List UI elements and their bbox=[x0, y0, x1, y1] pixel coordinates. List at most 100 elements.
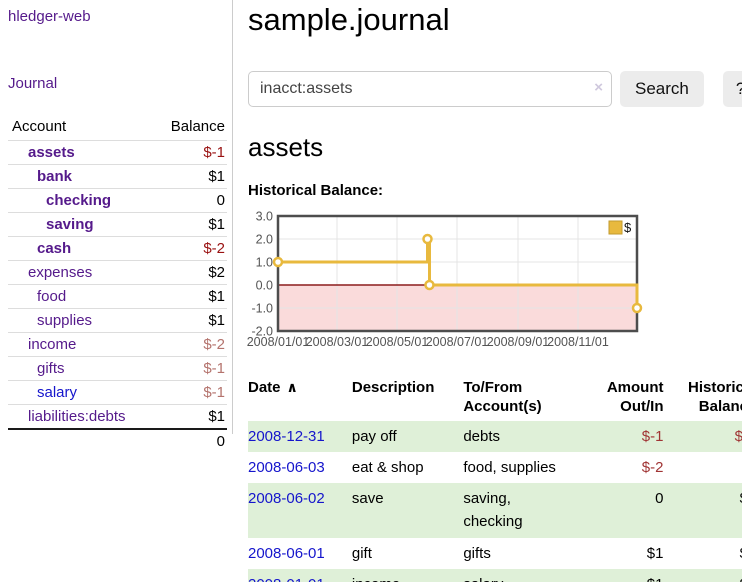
help-button[interactable]: ? bbox=[722, 71, 742, 107]
account-balance: $1 bbox=[152, 164, 227, 189]
account-row: expenses $2 bbox=[8, 260, 227, 285]
transaction-description: save bbox=[351, 490, 384, 507]
x-tick-label: 2008/03/01 bbox=[306, 335, 369, 349]
transaction-balance: $2 bbox=[665, 483, 742, 538]
account-link-salary[interactable]: salary bbox=[37, 384, 78, 401]
x-tick-label: 2008/09/01 bbox=[487, 335, 550, 349]
sidebar: hledger-web Journal Account Balance asse… bbox=[0, 0, 233, 582]
account-link-saving[interactable]: saving bbox=[46, 216, 94, 233]
sidebar-item-journal[interactable]: Journal bbox=[8, 75, 58, 92]
account-link-cash[interactable]: cash bbox=[37, 240, 72, 257]
account-link-expenses[interactable]: expenses bbox=[28, 264, 93, 281]
account-link-gifts[interactable]: gifts bbox=[37, 360, 65, 377]
transaction-accounts: saving, checking bbox=[463, 490, 523, 531]
register-header-row: Date ∧ Description To/From Account(s) Amount O… bbox=[248, 377, 742, 421]
register-col-description[interactable]: Description bbox=[352, 377, 463, 421]
data-point-marker bbox=[631, 302, 643, 314]
account-balance: $1 bbox=[152, 284, 227, 309]
account-balance: $-2 bbox=[152, 236, 227, 261]
register-table-body: 2008-12-31 pay off debts $-1 $-1 2008-06-03 ea… bbox=[248, 420, 742, 582]
historical-balance-chart[interactable]: 2008/01/01 2008/03/01 2008/05/01 2008/07/01… bbox=[247, 210, 742, 360]
col-label: Description bbox=[351, 379, 435, 396]
account-link-food[interactable]: food bbox=[37, 288, 67, 305]
y-tick-label: 2.0 bbox=[256, 233, 273, 247]
transaction-description: gift bbox=[351, 544, 372, 562]
account-balance: $1 bbox=[152, 212, 227, 237]
brand-link[interactable]: hledger-web bbox=[8, 8, 91, 25]
sort-asc-icon: ∧ bbox=[286, 379, 298, 395]
account-row: liabilities:debts $1 bbox=[8, 404, 227, 429]
data-point-marker bbox=[272, 256, 284, 268]
transaction-accounts: debts bbox=[463, 427, 501, 445]
register-col-amount[interactable]: Amount Out/In bbox=[588, 377, 665, 421]
register-table: Date ∧ Description To/From Account(s) Amount O… bbox=[248, 377, 742, 582]
x-tick-label: 2008/01/01 bbox=[247, 335, 310, 349]
x-tick-label: 2008/07/01 bbox=[426, 335, 489, 349]
chart-canvas[interactable]: 2008/01/012008/03/012008/05/012008/07/01… bbox=[247, 210, 742, 360]
transaction-description: pay off bbox=[351, 427, 397, 445]
account-row: bank $1 bbox=[8, 164, 227, 189]
chart-title: Historical Balance: bbox=[248, 182, 384, 199]
plot-border bbox=[276, 214, 639, 333]
account-balance: $-1 bbox=[152, 380, 227, 405]
accounts-total-value: 0 bbox=[152, 428, 227, 453]
legend-label: $ bbox=[624, 220, 632, 235]
account-link-income[interactable]: income bbox=[28, 336, 77, 353]
y-tick-label: -2.0 bbox=[251, 325, 273, 339]
account-balance: $1 bbox=[152, 404, 227, 429]
transaction-date-link[interactable]: 2008-12-31 bbox=[248, 427, 325, 445]
balance-col-header: Balance bbox=[170, 118, 225, 135]
transaction-amount: $1 bbox=[588, 569, 665, 582]
account-link-supplies[interactable]: supplies bbox=[37, 312, 93, 329]
col-label: Date bbox=[248, 379, 281, 396]
data-point-marker bbox=[422, 233, 433, 245]
account-balance: $-1 bbox=[152, 356, 227, 381]
transaction-row: 2008-06-01 gift gifts $1$2 bbox=[248, 538, 742, 569]
transaction-date-link[interactable]: 2008-06-02 bbox=[248, 490, 325, 507]
search-input[interactable] bbox=[248, 71, 612, 107]
account-balance: $-1 bbox=[152, 140, 227, 165]
clear-search-icon[interactable]: × bbox=[594, 79, 603, 96]
transaction-amount: $1 bbox=[646, 544, 664, 562]
search-button[interactable]: Search bbox=[620, 71, 704, 107]
transaction-date-link[interactable]: 2008-06-03 bbox=[248, 458, 325, 476]
col-label: Historical bbox=[687, 379, 742, 396]
y-tick-label: 1.0 bbox=[256, 256, 273, 270]
account-row: saving $1 bbox=[8, 212, 227, 237]
transaction-row: 2008-12-31 pay off debts $-1 $-1 bbox=[248, 420, 742, 452]
register-col-accounts[interactable]: To/From Account(s) bbox=[463, 377, 588, 421]
account-link-checking[interactable]: checking bbox=[46, 192, 112, 209]
account-row: cash $-2 bbox=[8, 236, 227, 261]
transaction-accounts: gifts bbox=[463, 544, 491, 562]
search-form: × Search ? bbox=[248, 71, 742, 107]
col-label: To/From bbox=[463, 379, 523, 396]
transaction-date-link[interactable]: 2008-01-01 bbox=[248, 576, 325, 582]
transaction-amount: $-2 bbox=[641, 458, 664, 476]
account-row: salary $-1 bbox=[8, 380, 227, 405]
transaction-row: 2008-06-02 save saving, checking 0$2 bbox=[248, 483, 742, 538]
sidebar-divider bbox=[232, 0, 233, 434]
account-link-bank[interactable]: bank bbox=[37, 168, 73, 185]
account-balance: $2 bbox=[152, 260, 227, 285]
transaction-amount: 0 bbox=[655, 490, 664, 507]
accounts-table: Account Balance assets $-1 bank $1 checking 0… bbox=[8, 115, 227, 453]
account-balance: 0 bbox=[152, 188, 227, 213]
register-col-date[interactable]: Date ∧ bbox=[248, 377, 352, 421]
main-content: sample.journal × Search ? assets Histori… bbox=[233, 0, 742, 582]
y-tick-label: 0.0 bbox=[256, 279, 273, 293]
account-link-liabilities-debts[interactable]: liabilities:debts bbox=[28, 408, 126, 425]
transaction-balance: $-1 bbox=[734, 427, 742, 445]
transaction-amount: $-1 bbox=[641, 427, 664, 445]
transaction-balance: $1 bbox=[665, 569, 742, 582]
transaction-date-link[interactable]: 2008-06-01 bbox=[248, 544, 325, 562]
transaction-description: income bbox=[352, 569, 463, 582]
transaction-balance: $2 bbox=[665, 538, 742, 569]
col-label: Amount bbox=[606, 379, 664, 396]
legend-swatch bbox=[608, 220, 623, 235]
col-label: Account(s) bbox=[463, 397, 542, 415]
transaction-row: 2008-01-01incomesalary$1$1 bbox=[248, 568, 742, 582]
account-row: income $-2 bbox=[8, 332, 227, 357]
account-row: assets $-1 bbox=[8, 140, 227, 165]
account-link-assets[interactable]: assets bbox=[28, 144, 75, 161]
